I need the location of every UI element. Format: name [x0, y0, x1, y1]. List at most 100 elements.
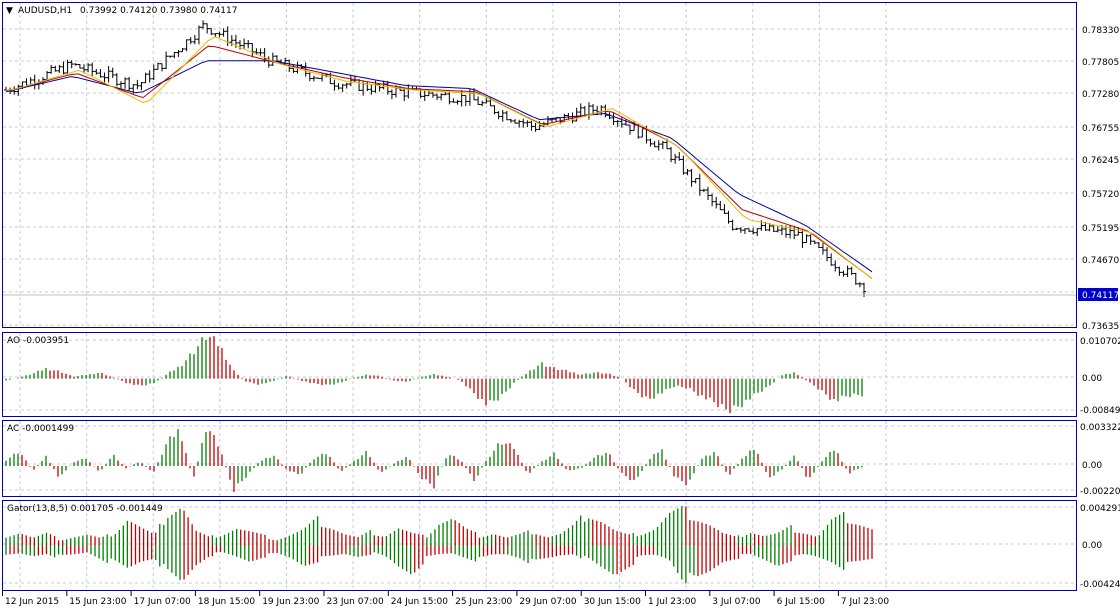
price-bar — [455, 99, 460, 105]
price-bar — [422, 90, 427, 101]
price-bar — [755, 228, 760, 237]
price-bar — [853, 272, 858, 285]
price-bar — [188, 37, 193, 45]
price-bar — [242, 38, 247, 49]
price-bar — [49, 64, 54, 74]
price-bar — [701, 188, 706, 193]
price-bar — [537, 121, 542, 130]
price-bar — [648, 138, 653, 147]
alligator-line-lips — [5, 36, 873, 280]
price-bar — [168, 55, 173, 58]
price-bar — [221, 28, 226, 37]
price-bar — [65, 59, 70, 75]
price-tick: 0.74670 — [1082, 256, 1119, 266]
price-bar — [738, 227, 743, 233]
price-bar — [845, 265, 850, 278]
price-bar — [804, 234, 809, 243]
price-bar — [176, 50, 181, 57]
time-label: 15 Jun 23:00 — [69, 597, 126, 607]
price-bar — [139, 82, 144, 91]
ao-tick: 0.010702 — [1080, 337, 1120, 347]
price-bar — [57, 64, 62, 73]
time-label: 24 Jun 15:00 — [391, 597, 448, 607]
price-bar — [114, 73, 119, 87]
price-bar — [714, 197, 719, 209]
gator-pane[interactable] — [2, 500, 1077, 591]
price-bar — [127, 76, 132, 92]
symbol-dropdown-icon[interactable]: ▼ — [6, 6, 13, 16]
price-bar — [550, 118, 554, 123]
time-label: 29 Jun 07:00 — [519, 597, 576, 607]
price-bar — [669, 146, 674, 163]
ac-axis: 0.003322 0.00 -0.002209 — [1080, 423, 1120, 497]
time-label: 17 Jun 07:00 — [134, 597, 191, 607]
price-bar — [385, 80, 390, 95]
price-bar — [771, 225, 776, 232]
price-bar — [742, 228, 747, 235]
price-bar — [90, 62, 95, 77]
alligator-lines — [5, 36, 873, 280]
price-bar — [238, 40, 242, 50]
price-bar — [841, 270, 846, 277]
main-pane[interactable] — [2, 2, 1077, 328]
alligator-line-teeth — [5, 45, 873, 279]
price-bar — [476, 96, 481, 106]
price-bar — [311, 75, 316, 82]
price-bar — [685, 168, 690, 176]
price-bar — [751, 227, 756, 235]
price-bar — [402, 88, 407, 102]
price-bar — [517, 119, 522, 128]
price-bar — [722, 204, 727, 214]
ao-pane[interactable] — [2, 332, 1077, 417]
time-label: 1 Jul 23:00 — [648, 597, 697, 607]
price-bar — [209, 28, 214, 35]
price-bar — [837, 266, 842, 276]
price-bar — [164, 51, 169, 70]
ac-tick: 0.00 — [1082, 461, 1102, 471]
price-bar — [496, 111, 501, 120]
time-label: 12 Jun 2015 — [5, 597, 59, 607]
price-tick: 0.78330 — [1082, 26, 1119, 36]
price-bar — [135, 79, 140, 90]
price-bar — [730, 219, 735, 231]
price-bar — [689, 169, 694, 187]
price-tick: 0.73635 — [1082, 322, 1119, 332]
price-bar — [110, 67, 115, 79]
price-bar — [12, 86, 17, 95]
gator-label: Gator(13,8,5) 0.001705 -0.001449 — [7, 504, 163, 514]
price-bar — [246, 40, 251, 49]
price-bar — [812, 240, 817, 245]
price-bar — [250, 43, 255, 58]
price-bar — [484, 97, 489, 104]
price-bar — [660, 140, 665, 150]
price-bar — [451, 98, 456, 103]
price-bar — [307, 72, 312, 82]
ohlc-values: 0.73992 0.74120 0.73980 0.74117 — [80, 6, 237, 16]
price-bar — [151, 64, 156, 81]
price-bar — [500, 110, 505, 122]
ac-label: AC -0.0001499 — [7, 424, 74, 434]
time-label: 6 Jul 15:00 — [777, 597, 826, 607]
time-label: 7 Jul 23:00 — [841, 597, 890, 607]
price-bar — [504, 110, 509, 121]
ao-label: AO -0.003951 — [7, 336, 69, 346]
price-bar — [180, 48, 185, 53]
price-axis[interactable]: 0.78330 0.77805 0.77280 0.76755 0.76245 … — [1082, 26, 1119, 332]
ac-pane[interactable] — [2, 420, 1077, 497]
price-bar — [201, 20, 206, 29]
price-bar — [849, 266, 854, 276]
price-bar — [820, 242, 825, 255]
price-bar — [816, 242, 821, 249]
price-bar — [94, 68, 99, 75]
time-axis[interactable]: 12 Jun 2015 15 Jun 23:00 17 Jun 07:00 18 Ju… — [2, 591, 890, 607]
price-bar — [574, 107, 579, 122]
price-bar — [389, 89, 394, 100]
ac-tick: -0.002209 — [1080, 487, 1120, 497]
price-bar — [270, 52, 275, 66]
price-bar — [529, 120, 534, 131]
price-bar — [316, 77, 320, 79]
gator-tick: 0.00 — [1082, 541, 1102, 551]
price-bar — [693, 178, 698, 184]
price-bar — [825, 247, 830, 262]
